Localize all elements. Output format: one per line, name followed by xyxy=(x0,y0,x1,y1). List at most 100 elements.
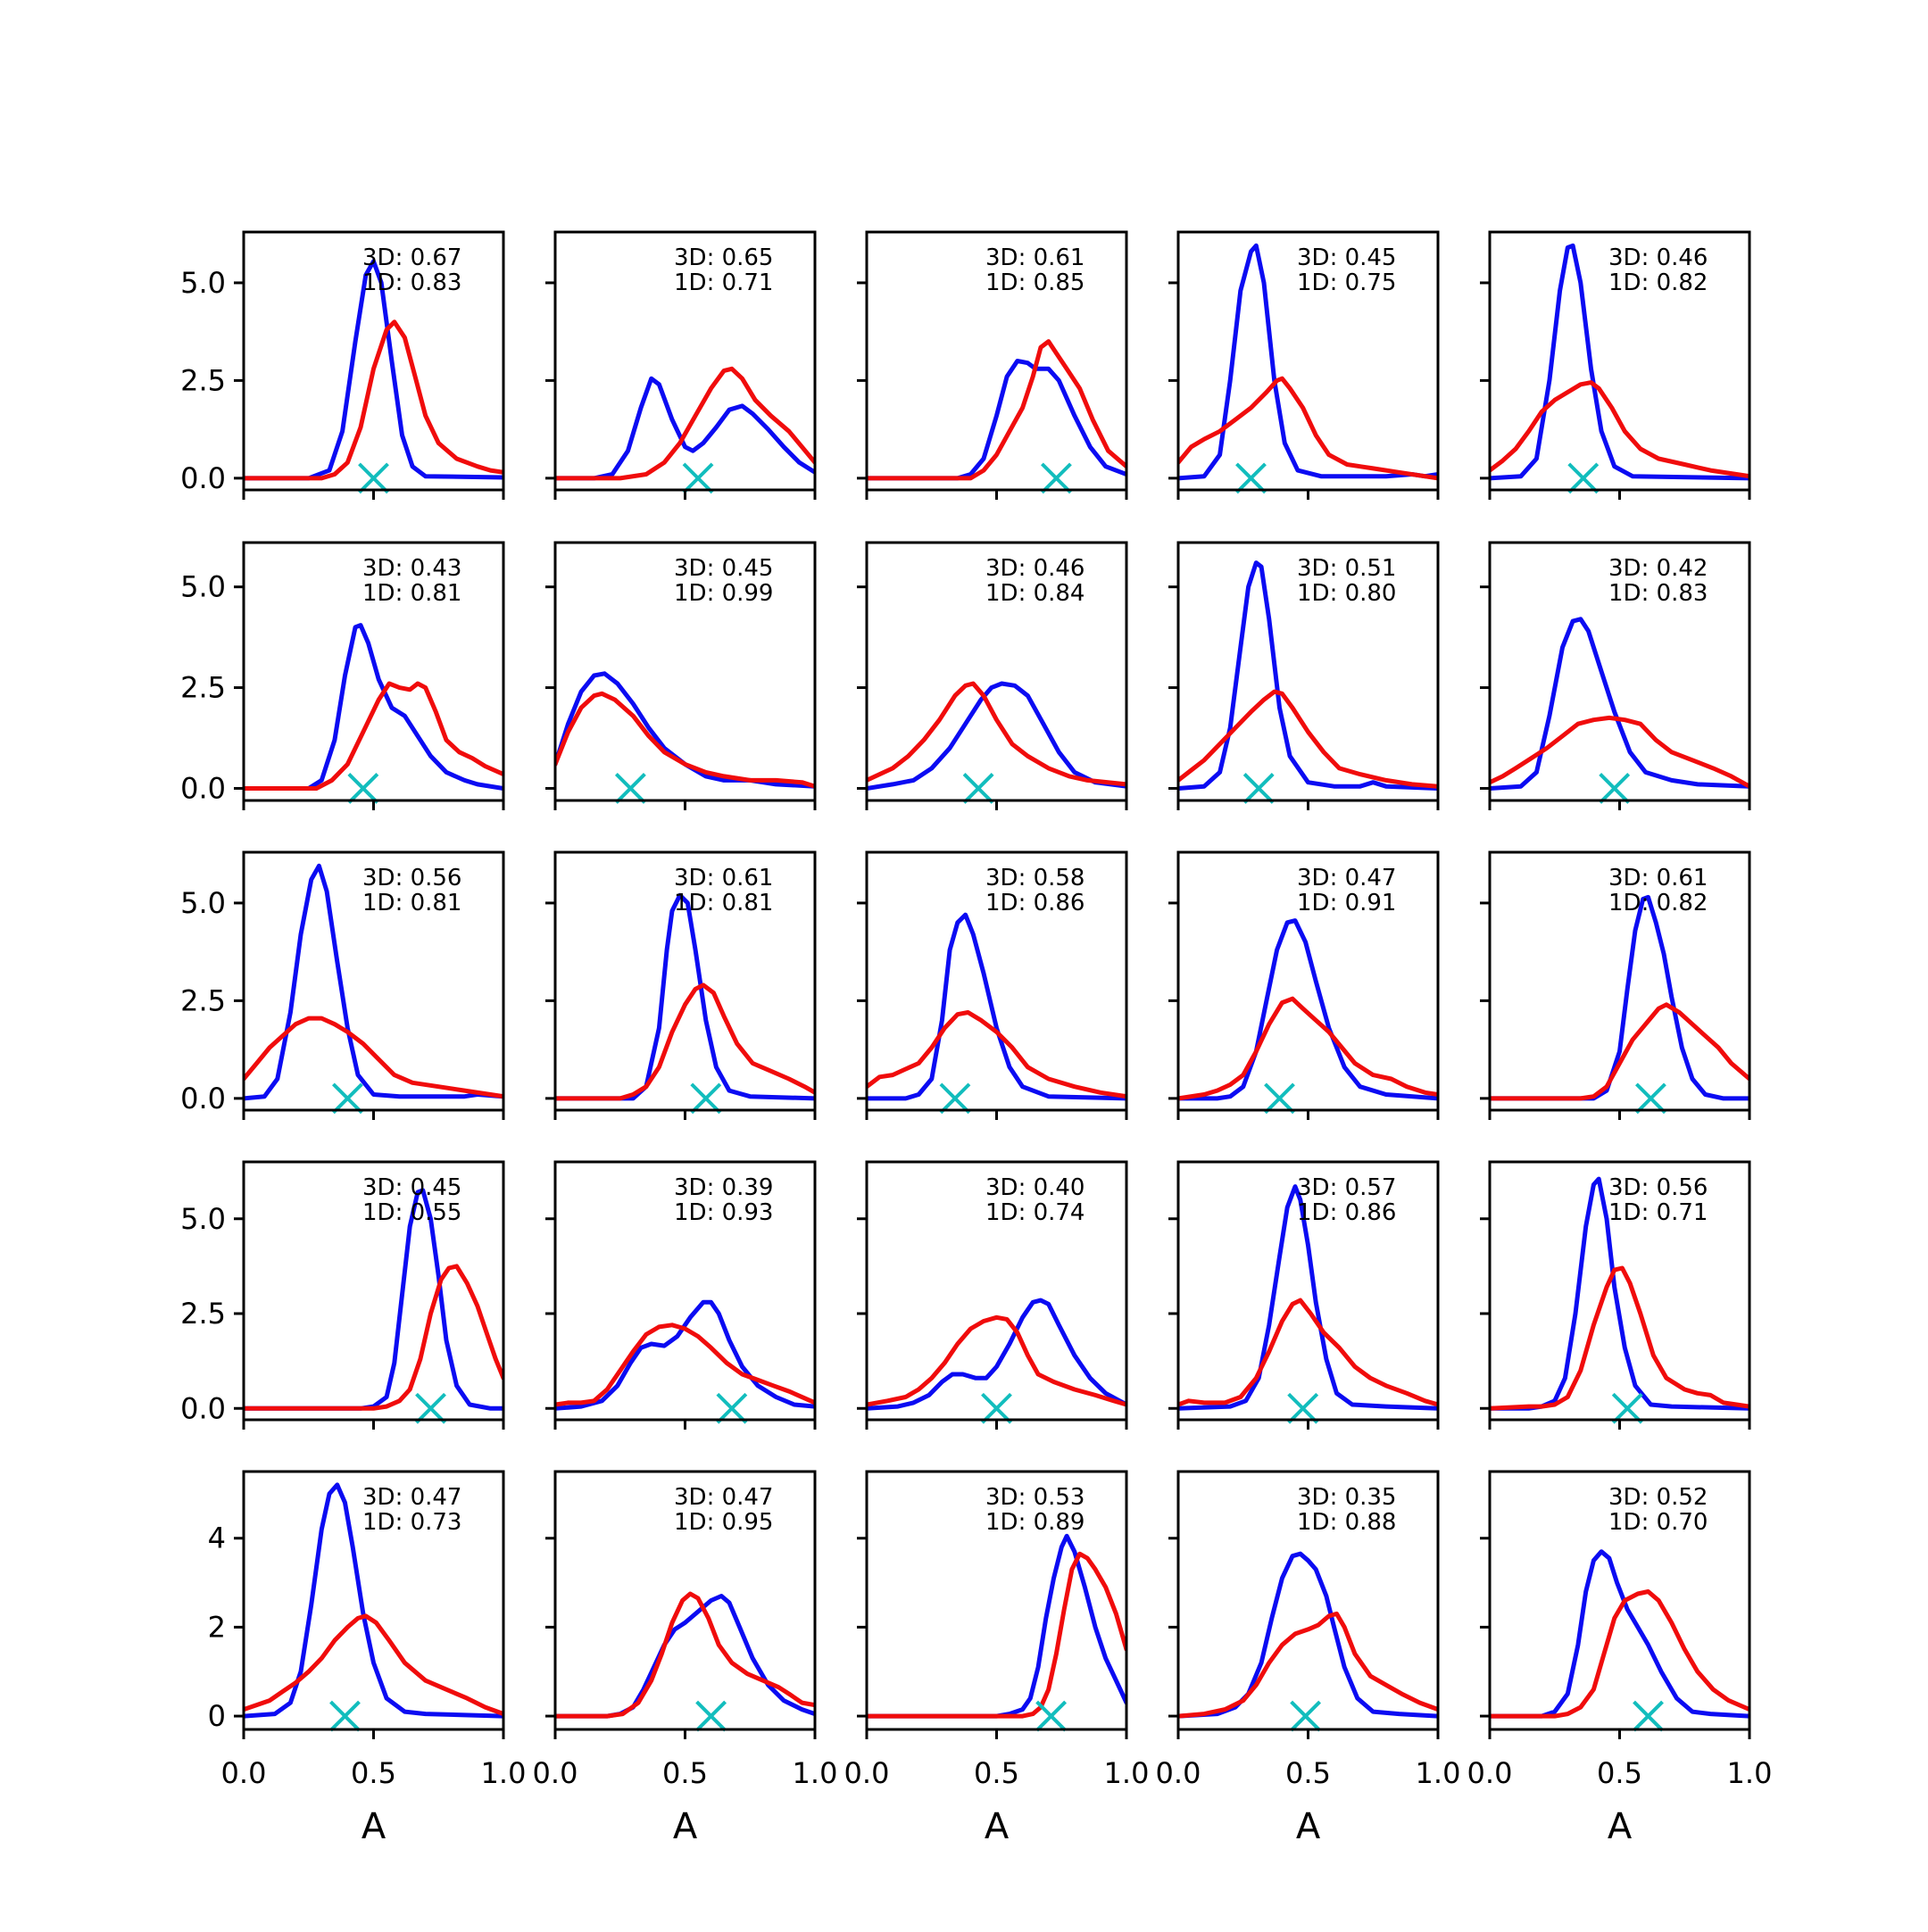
annotation-1d: 1D: 0.99 xyxy=(674,580,773,607)
marker-stroke xyxy=(331,1082,363,1115)
annotation-3d: 3D: 0.45 xyxy=(1297,245,1396,271)
annotation-3d: 3D: 0.51 xyxy=(1297,555,1396,582)
marker-stroke xyxy=(358,462,389,494)
true-value-marker xyxy=(329,1700,361,1732)
annotation-1d: 1D: 0.86 xyxy=(985,890,1084,916)
true-value-marker xyxy=(1633,1700,1664,1732)
annotation-1d: 1D: 0.91 xyxy=(1297,890,1396,916)
annotation-1d: 1D: 0.81 xyxy=(362,890,461,916)
series-3d-curve xyxy=(244,1188,503,1411)
annotation-1d: 1D: 0.82 xyxy=(1608,890,1708,916)
true-value-marker xyxy=(358,462,389,494)
annotation-3d: 3D: 0.35 xyxy=(1297,1484,1396,1511)
series-1d-curve xyxy=(1178,1298,1438,1407)
true-value-marker xyxy=(962,773,994,804)
series-3d-curve xyxy=(244,1482,503,1719)
y-tick-label: 0.0 xyxy=(180,771,226,805)
marker-stroke xyxy=(690,1082,722,1115)
series-1d-curve xyxy=(867,681,1126,787)
true-value-marker xyxy=(716,1392,748,1424)
x-axis-label: A xyxy=(985,1806,1010,1847)
annotation-1d: 1D: 0.73 xyxy=(362,1509,461,1536)
series-3d-curve xyxy=(555,1299,815,1411)
series-1d-curve xyxy=(867,1010,1126,1099)
series-3d-curve xyxy=(867,912,1126,1101)
y-tick-label: 5.0 xyxy=(180,266,226,300)
x-tick-label: 0.0 xyxy=(844,1756,890,1790)
series-3d-curve xyxy=(1490,894,1749,1101)
series-3d-curve xyxy=(867,1533,1126,1719)
annotation-1d: 1D: 0.81 xyxy=(362,580,461,607)
marker-stroke xyxy=(716,1392,748,1424)
series-1d-curve xyxy=(244,1264,503,1411)
series-1d-curve xyxy=(1490,1589,1749,1719)
x-tick-label: 0.5 xyxy=(662,1756,708,1790)
annotation-1d: 1D: 0.84 xyxy=(985,580,1084,607)
annotation-1d: 1D: 0.55 xyxy=(362,1199,461,1226)
x-tick-label: 1.0 xyxy=(1416,1756,1461,1790)
marker-stroke xyxy=(1264,1082,1295,1115)
true-value-marker xyxy=(981,1392,1012,1424)
series-1d-curve xyxy=(1178,376,1438,481)
true-value-marker xyxy=(1287,1392,1319,1424)
annotation-3d: 3D: 0.47 xyxy=(1297,865,1396,891)
true-value-marker xyxy=(695,1700,727,1732)
annotation-3d: 3D: 0.52 xyxy=(1608,1484,1708,1511)
marker-stroke xyxy=(1035,1700,1068,1732)
marker-stroke xyxy=(1041,462,1072,494)
x-axis-label: A xyxy=(1608,1806,1633,1847)
annotation-3d: 3D: 0.53 xyxy=(985,1484,1084,1511)
x-tick-label: 0.5 xyxy=(1285,1756,1331,1790)
annotation-1d: 1D: 0.80 xyxy=(1297,580,1396,607)
marker-stroke xyxy=(1290,1700,1322,1732)
annotation-1d: 1D: 0.85 xyxy=(985,269,1084,296)
true-value-marker xyxy=(1290,1700,1322,1732)
series-1d-curve xyxy=(555,366,815,481)
annotation-3d: 3D: 0.67 xyxy=(362,245,461,271)
true-value-marker xyxy=(690,1082,722,1115)
annotation-3d: 3D: 0.61 xyxy=(985,245,1084,271)
annotation-1d: 1D: 0.93 xyxy=(674,1199,773,1226)
y-tick-label: 0.0 xyxy=(180,461,226,495)
series-3d-curve xyxy=(1490,243,1749,481)
marker-stroke xyxy=(939,1082,971,1115)
true-value-marker xyxy=(1611,1392,1643,1424)
annotation-3d: 3D: 0.47 xyxy=(674,1484,773,1511)
series-1d-curve xyxy=(555,691,815,789)
series-1d-curve xyxy=(244,1613,503,1717)
series-3d-curve xyxy=(244,623,503,791)
series-1d-curve xyxy=(555,983,815,1101)
series-1d-curve xyxy=(867,339,1126,481)
series-1d-curve xyxy=(555,1591,815,1719)
series-1d-curve xyxy=(1490,1002,1749,1101)
x-tick-label: 0.5 xyxy=(1597,1756,1642,1790)
y-tick-label: 2.5 xyxy=(180,363,226,397)
annotation-1d: 1D: 0.89 xyxy=(985,1509,1084,1536)
marker-stroke xyxy=(1611,1392,1643,1424)
x-tick-label: 0.0 xyxy=(221,1756,267,1790)
annotation-1d: 1D: 0.81 xyxy=(674,890,773,916)
true-value-marker xyxy=(1235,462,1267,494)
marker-stroke xyxy=(1567,462,1600,494)
annotation-1d: 1D: 0.75 xyxy=(1297,269,1396,296)
series-1d-curve xyxy=(244,1016,503,1099)
marker-stroke xyxy=(1633,1700,1664,1732)
annotation-3d: 3D: 0.45 xyxy=(674,555,773,582)
series-3d-curve xyxy=(867,359,1126,481)
series-1d-curve xyxy=(244,319,503,481)
true-value-marker xyxy=(1242,773,1275,804)
y-tick-label: 2.5 xyxy=(180,671,226,705)
